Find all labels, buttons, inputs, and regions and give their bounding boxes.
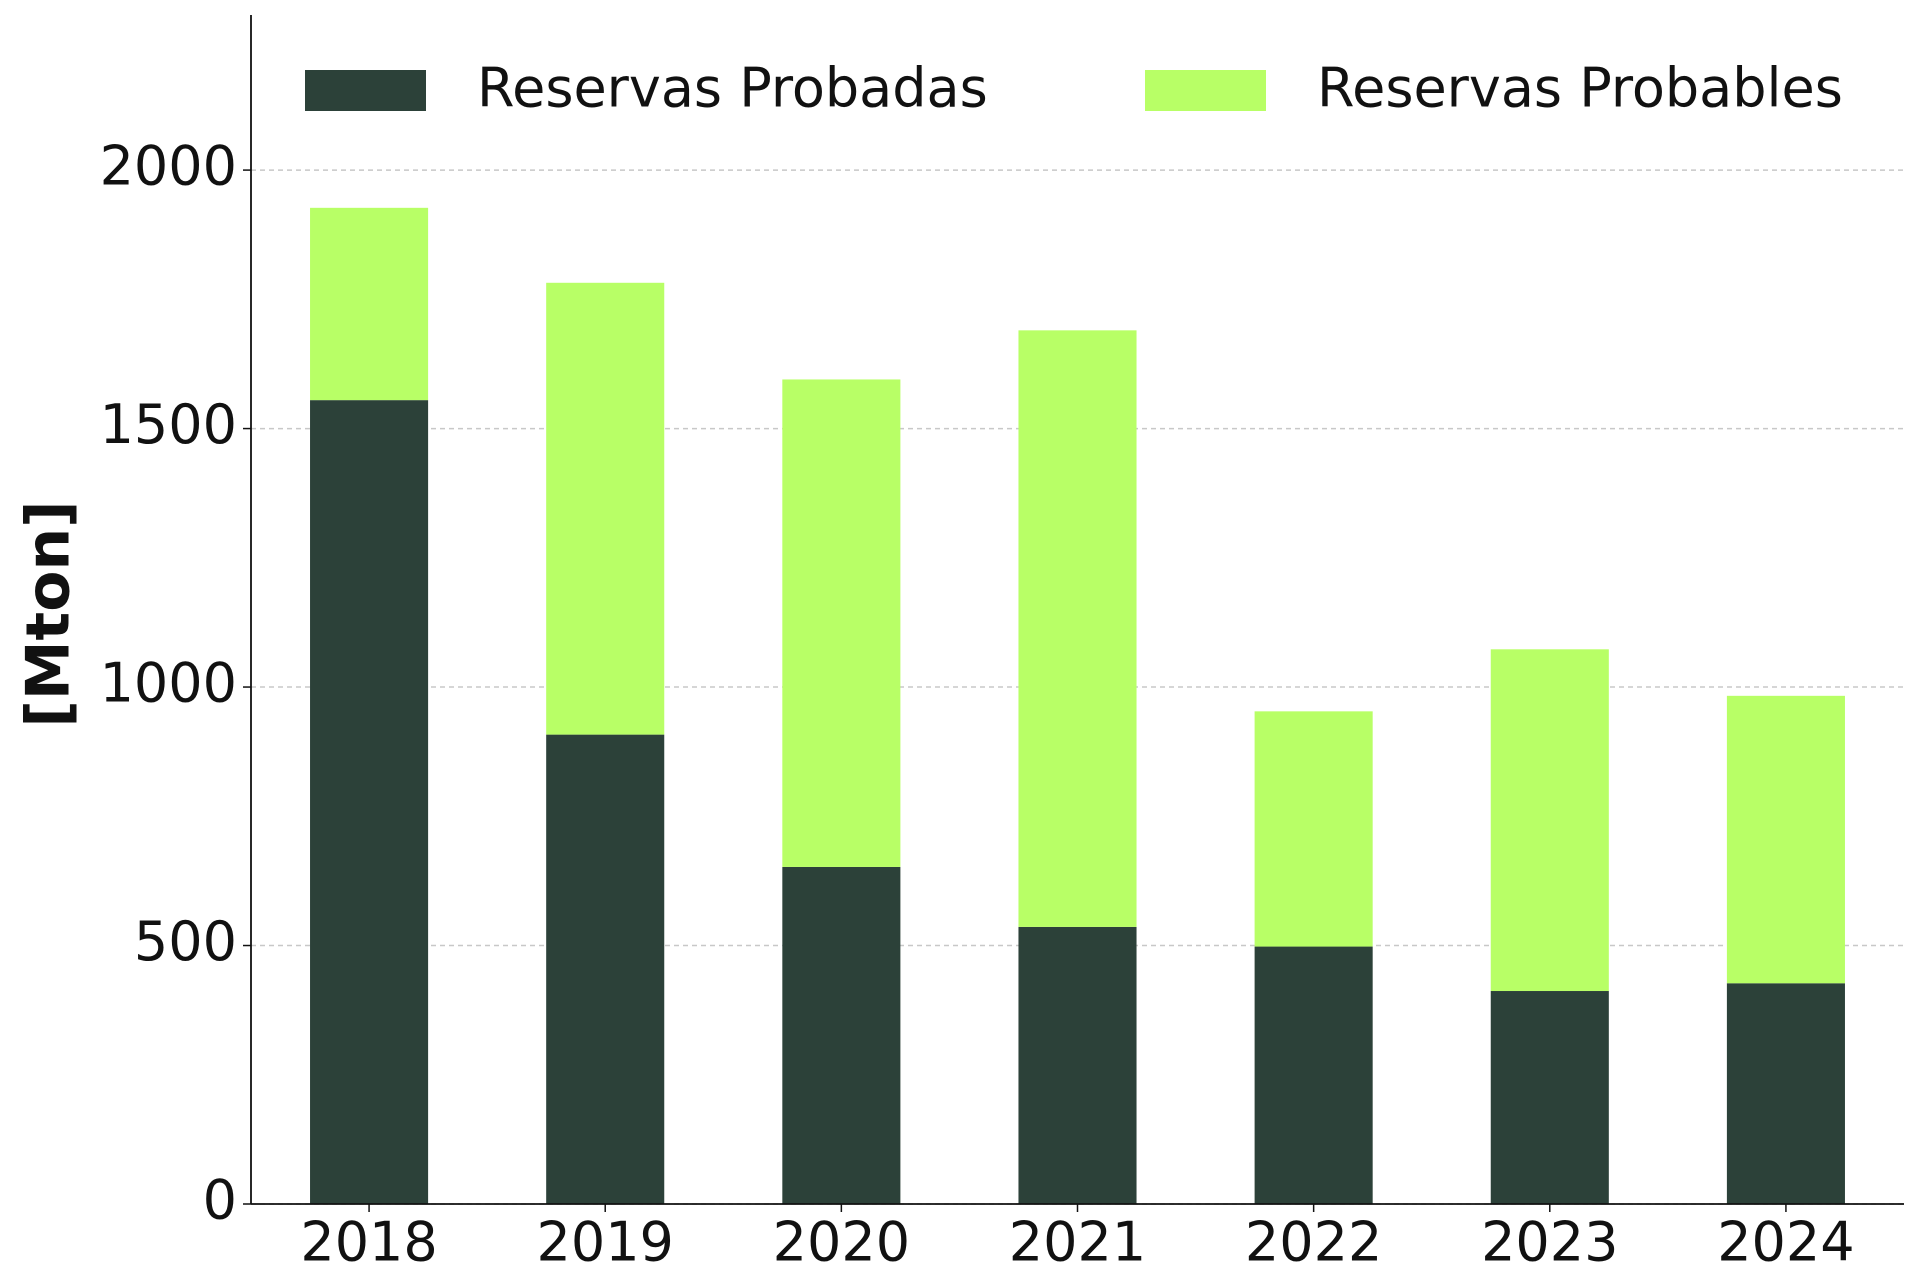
- bar: [1490, 649, 1609, 992]
- bar: [1018, 330, 1137, 927]
- x-tick-label: 2019: [536, 1211, 673, 1274]
- y-tick-label: 0: [203, 1169, 237, 1232]
- y-tick-label: 2000: [100, 135, 237, 198]
- bar: [546, 282, 665, 735]
- bar: [1726, 695, 1845, 984]
- bar: [782, 379, 901, 867]
- x-tick-label: 2022: [1245, 1211, 1382, 1274]
- x-tick-label: 2023: [1481, 1211, 1618, 1274]
- bar: [546, 734, 665, 1204]
- bar: [1490, 991, 1609, 1204]
- legend-swatch: [305, 70, 426, 111]
- bar: [1254, 711, 1373, 947]
- bar: [1726, 983, 1845, 1204]
- legend-label: Reservas Probadas: [477, 57, 988, 120]
- y-tick-label: 1000: [100, 652, 237, 715]
- x-tick-label: 2018: [300, 1211, 437, 1274]
- y-tick-label: 1500: [100, 393, 237, 456]
- y-tick-label: 500: [134, 910, 237, 973]
- bar: [1018, 926, 1137, 1204]
- bar: [310, 400, 429, 1205]
- legend-label: Reservas Probables: [1317, 57, 1843, 120]
- x-tick-label: 2020: [773, 1211, 910, 1274]
- legend-swatch: [1145, 70, 1266, 111]
- bar: [782, 866, 901, 1204]
- bar: [310, 207, 429, 401]
- y-axis-label: [Mton]: [14, 500, 84, 727]
- x-tick-label: 2024: [1717, 1211, 1854, 1274]
- x-tick-label: 2021: [1009, 1211, 1146, 1274]
- bar: [1254, 946, 1373, 1204]
